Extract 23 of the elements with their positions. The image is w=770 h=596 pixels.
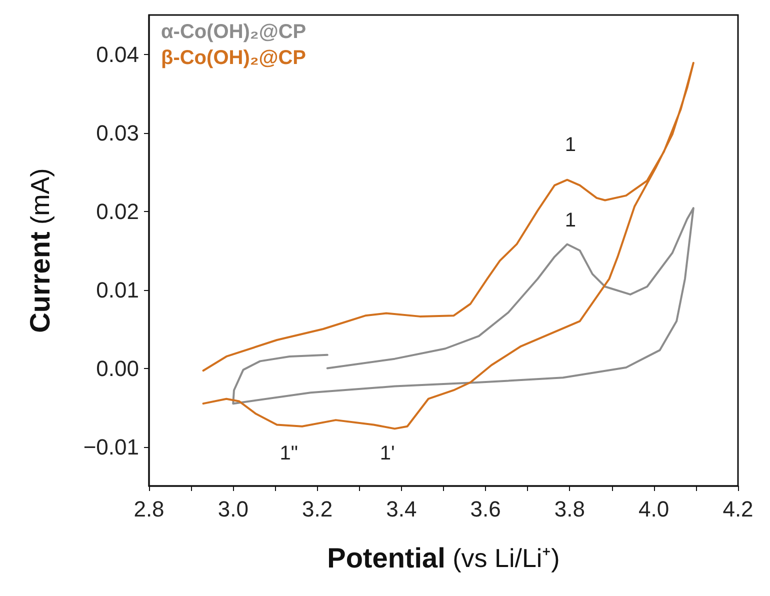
y-tick-label: 0.01 <box>96 277 139 302</box>
annotation: 1 <box>564 134 576 156</box>
text: α-Co(OH)₂@CP <box>161 21 306 43</box>
text: β-Co(OH)₂@CP <box>161 47 306 69</box>
y-tick-label: −0.01 <box>83 434 139 460</box>
x-tick-label: 3.8 <box>554 496 586 522</box>
x-axis-title: Potential (vs Li/Li⁺) <box>327 542 560 574</box>
annotation: 1' <box>380 442 395 465</box>
x-tick-label: 4.0 <box>638 496 670 522</box>
annotation: 1 <box>564 209 576 232</box>
y-tick-label: 0.04 <box>96 42 139 67</box>
x-tick-label: 3.2 <box>302 496 333 522</box>
x-tick-label: 2.8 <box>134 496 164 522</box>
x-tick-label: 3.6 <box>470 496 501 522</box>
annotation: 1" <box>280 442 298 465</box>
x-tick-label: 4.2 <box>722 496 754 522</box>
y-tick-label: 0.02 <box>96 198 139 224</box>
line-series <box>232 207 694 405</box>
y-tick-label: 0.03 <box>96 120 139 146</box>
x-tick-label: 3.0 <box>218 496 248 522</box>
x-tick-label: 3.4 <box>386 496 417 522</box>
y-tick-label: 0.00 <box>96 356 139 381</box>
y-axis-title: Current (mA) <box>24 168 56 333</box>
